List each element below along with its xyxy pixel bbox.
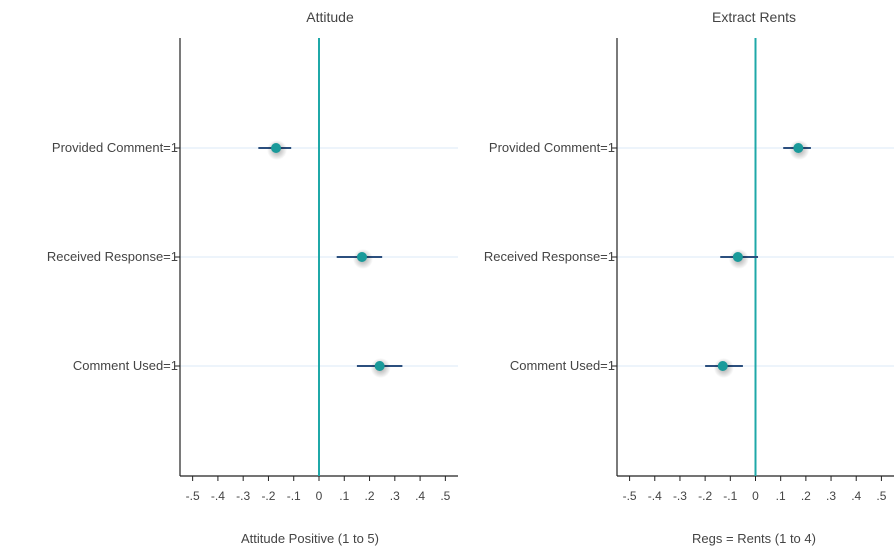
x-tick-label: .2 [801,489,811,503]
y-category-label: Comment Used=1 [73,358,178,373]
point-estimate [374,361,385,371]
x-tick-label: .3 [826,489,836,503]
x-tick-label: -.1 [723,489,737,503]
point-estimate [356,252,367,262]
x-tick-label: .5 [440,489,450,503]
x-tick-label: .5 [876,489,886,503]
x-axis-label: Attitude Positive (1 to 5) [241,531,379,546]
extract-rents-panel: Extract Rents -.5 -.4 -.3 -.2 -.1 0 .1 .2 .3 .4 .5 R… [484,9,894,546]
y-category-label: Received Response=1 [484,249,615,264]
y-category-label: Comment Used=1 [510,358,615,373]
chart-title: Extract Rents [712,9,796,25]
y-category-label: Provided Comment=1 [489,140,615,155]
x-tick-label: -.3 [236,489,250,503]
y-category-label: Received Response=1 [47,249,178,264]
point-estimate [793,143,804,153]
x-tick-label: .2 [365,489,375,503]
chart-title: Attitude [306,9,354,25]
point-estimate [271,143,282,153]
x-tick-label: .4 [415,489,425,503]
x-tick-label: -.2 [261,489,275,503]
attitude-panel: Attitude -.5 -.4 -.3 -.2 -.1 0 .1 .2 .3 .4 .5 Attitu… [47,9,458,546]
point-estimate [717,361,728,371]
x-tick-label: .1 [776,489,786,503]
x-tick-label: -.5 [186,489,200,503]
x-axis-label: Regs = Rents (1 to 4) [692,531,816,546]
x-tick-label: .1 [339,489,349,503]
x-tick-label: -.2 [698,489,712,503]
x-tick-label: -.5 [623,489,637,503]
point-estimate [732,252,743,262]
y-category-label: Provided Comment=1 [52,140,178,155]
x-tick-label: 0 [752,489,759,503]
x-tick-label: -.1 [287,489,301,503]
x-tick-label: -.4 [211,489,225,503]
x-tick-label: 0 [316,489,323,503]
x-tick-label: -.3 [673,489,687,503]
x-tick-label: .4 [851,489,861,503]
x-tick-label: .3 [390,489,400,503]
x-tick-label: -.4 [648,489,662,503]
